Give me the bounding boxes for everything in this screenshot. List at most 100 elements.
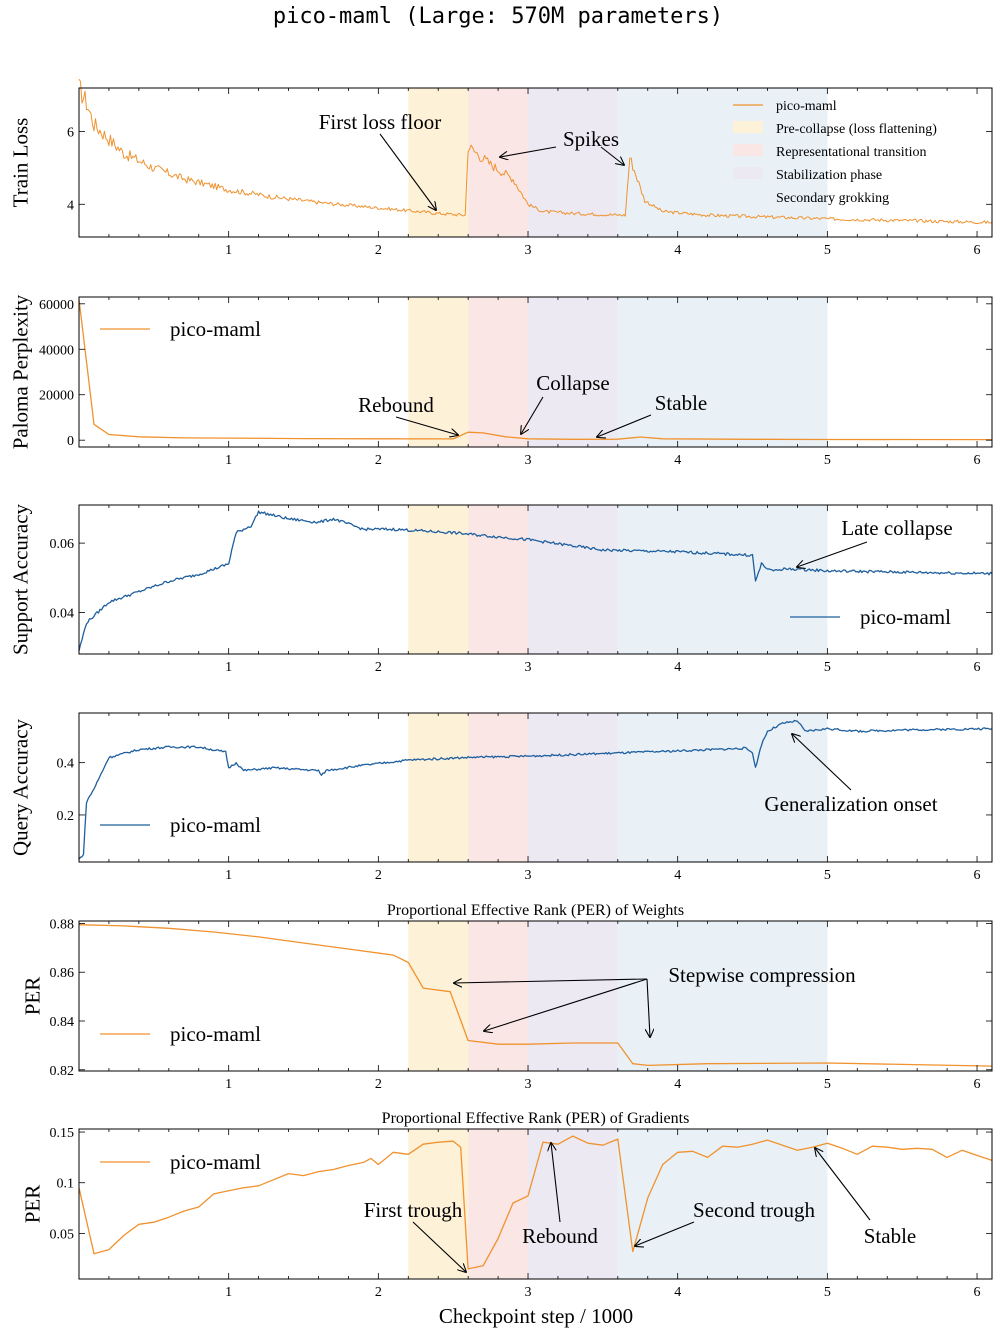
x-tick-label: 1	[225, 660, 232, 675]
y-tick-label: 0.88	[50, 917, 75, 932]
legend-label: pico-maml	[170, 1022, 261, 1046]
legend-swatch	[733, 167, 763, 179]
x-tick-label: 4	[674, 1285, 681, 1300]
y-tick-label: 0.2	[57, 809, 75, 824]
annotation-text: First loss floor	[319, 110, 442, 134]
annotation-arrow	[412, 1221, 466, 1272]
phase-band-1	[408, 713, 469, 862]
phase-band-4	[617, 297, 828, 447]
y-tick-label: 0.05	[50, 1227, 75, 1242]
x-tick-label: 1	[225, 243, 232, 258]
annotation-text: Rebound	[358, 393, 434, 417]
annotation-arrow	[647, 978, 650, 1037]
x-tick-label: 3	[525, 868, 532, 883]
panel-support: 1 2 3 4 5 6 0.04 0.06 Support Accuracy Late colla…	[8, 503, 993, 675]
annotation-text: Stable	[864, 1224, 917, 1248]
y-tick-label: 4	[67, 198, 74, 213]
y-axis-label: Paloma Perplexity	[8, 294, 32, 449]
legend-swatch	[733, 121, 763, 133]
x-tick-label: 4	[674, 243, 681, 258]
legend-label: Stabilization phase	[776, 168, 882, 183]
phase-band-3	[528, 505, 618, 654]
series-line-pico-maml	[78, 719, 993, 860]
phase-band-2	[468, 88, 529, 237]
annotation-text: Collapse	[536, 371, 610, 395]
x-tick-label: 5	[824, 243, 831, 258]
annotation: First trough	[364, 1198, 466, 1272]
phase-band-4	[617, 921, 828, 1071]
phase-band-2	[468, 921, 529, 1071]
x-tick-label: 2	[375, 453, 382, 468]
annotation-arrow	[379, 133, 436, 210]
x-tick-label: 2	[375, 1285, 382, 1300]
annotation: Spikes	[500, 127, 619, 157]
annotation-arrow	[600, 146, 624, 165]
legend-label: pico-maml	[776, 99, 837, 114]
legend: pico-maml	[790, 605, 951, 629]
x-tick-label: 5	[824, 453, 831, 468]
phase-band-1	[408, 921, 469, 1071]
phase-band-3	[528, 1129, 618, 1279]
legend-swatch	[733, 144, 763, 156]
x-tick-label: 2	[375, 868, 382, 883]
annotation-arrow	[551, 1143, 561, 1223]
series-line-pico-maml	[78, 78, 993, 224]
legend-label: pico-maml	[860, 605, 951, 629]
annotation	[600, 146, 624, 165]
x-tick-label: 3	[525, 453, 532, 468]
legend: pico-maml	[100, 317, 261, 341]
phase-band-3	[528, 921, 618, 1071]
annotation: Collapse	[521, 371, 610, 434]
panel-per_weights: Proportional Effective Rank (PER) of Wei…	[20, 902, 993, 1092]
y-axis-label: Support Accuracy	[8, 503, 32, 655]
annotation-text: Generalization onset	[764, 792, 937, 816]
x-tick-label: 2	[375, 243, 382, 258]
x-tick-label: 5	[824, 1077, 831, 1092]
panel-title: Proportional Effective Rank (PER) of Gra…	[382, 1110, 690, 1127]
legend-label: pico-maml	[170, 1150, 261, 1174]
x-tick-label: 6	[974, 1077, 981, 1092]
x-tick-label: 5	[824, 868, 831, 883]
x-tick-label: 4	[674, 1077, 681, 1092]
y-tick-label: 0.06	[50, 537, 75, 552]
annotation-arrow	[500, 146, 557, 157]
x-tick-label: 4	[674, 660, 681, 675]
x-tick-label: 6	[974, 868, 981, 883]
series-line-pico-maml	[78, 1135, 993, 1270]
legend-label: pico-maml	[170, 813, 261, 837]
axes-frame	[78, 1128, 993, 1280]
phase-band-4	[617, 713, 828, 862]
y-tick-label: 20000	[39, 389, 74, 404]
annotation-text: Spikes	[563, 127, 619, 151]
y-tick-label: 0.84	[50, 1015, 75, 1030]
annotation: Generalization onset	[764, 734, 938, 816]
annotation-text: Late collapse	[841, 516, 952, 540]
phase-band-4	[617, 1129, 828, 1279]
y-tick-label: 0.04	[50, 606, 75, 621]
phase-band-2	[468, 505, 529, 654]
annotation: Stable	[597, 391, 707, 437]
y-tick-label: 40000	[39, 343, 74, 358]
legend: pico-maml	[100, 813, 261, 837]
legend-label: Representational transition	[776, 145, 926, 160]
phase-band-1	[408, 505, 469, 654]
panel-train_loss: 1 2 3 4 5 6 4 6 Train Loss First loss floor Spikes…	[8, 78, 993, 258]
series-line-pico-maml	[78, 299, 993, 441]
phase-band-1	[408, 88, 469, 237]
legend: pico-maml Pre-collapse (loss flattening) R…	[733, 99, 937, 206]
annotation-arrow	[484, 978, 648, 1031]
x-tick-label: 3	[525, 1077, 532, 1092]
x-tick-label: 3	[525, 1285, 532, 1300]
y-tick-label: 6	[67, 126, 74, 141]
y-tick-label: 0.1	[57, 1177, 75, 1192]
x-tick-label: 6	[974, 1285, 981, 1300]
phase-band-2	[468, 713, 529, 862]
annotation-text: Stepwise compression	[668, 963, 856, 987]
annotation: Rebound	[358, 393, 458, 435]
annotation: First loss floor	[319, 110, 442, 210]
legend: pico-maml	[100, 1022, 261, 1046]
axes-frame	[78, 712, 993, 863]
x-tick-label: 1	[225, 1285, 232, 1300]
x-tick-label: 3	[525, 243, 532, 258]
